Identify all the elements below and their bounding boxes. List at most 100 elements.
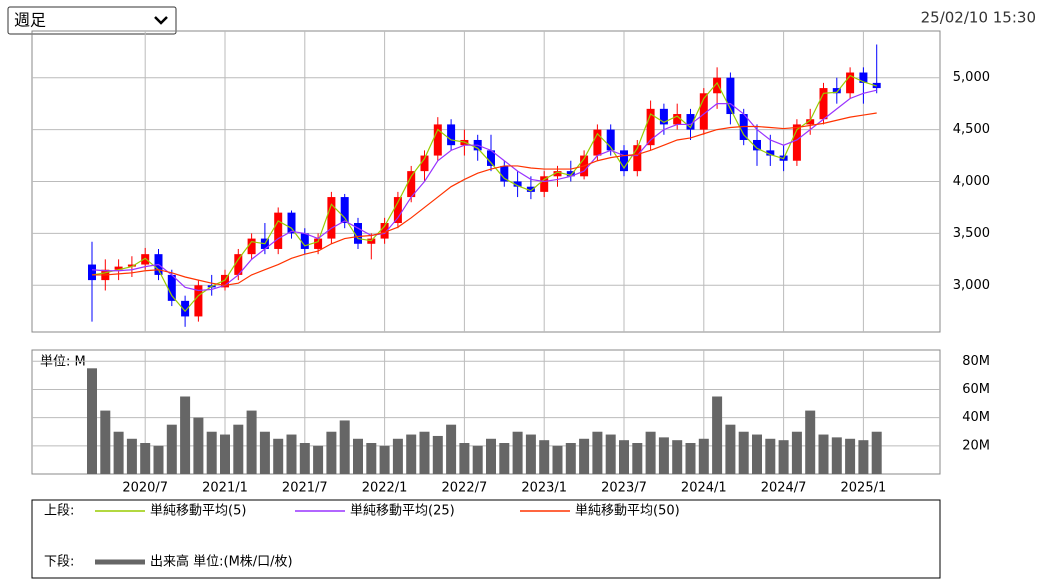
volume-bar	[539, 440, 550, 474]
volume-bar	[619, 440, 629, 474]
candle-body	[606, 129, 615, 151]
volume-bar	[499, 443, 510, 474]
legend-upper-label: 上段:	[44, 504, 74, 519]
volume-bar	[140, 443, 151, 474]
ma-line	[91, 89, 877, 292]
x-tick-label: 2022/7	[442, 481, 488, 496]
legend-box	[31, 499, 941, 579]
volume-bar	[166, 424, 177, 474]
volume-bar	[672, 440, 683, 474]
candle-body	[327, 197, 336, 239]
candle-body	[487, 150, 495, 166]
volume-bar	[419, 431, 430, 474]
candle-body	[221, 274, 229, 288]
volume-bar	[525, 434, 536, 474]
volume-bar	[605, 434, 616, 474]
candle-body	[553, 171, 562, 177]
x-tick-label: 2025/1	[841, 481, 887, 496]
volume-bar	[858, 440, 869, 474]
volume-bar	[552, 445, 563, 474]
volume-bar	[286, 434, 297, 474]
volume-bar	[406, 434, 417, 474]
candle-body	[127, 264, 136, 267]
volume-bar	[765, 438, 776, 474]
volume-bar	[738, 431, 749, 474]
candle-body	[340, 197, 349, 224]
y-tick-label: 4,500	[953, 122, 990, 137]
candle-body	[646, 108, 655, 146]
candle-body	[526, 186, 535, 192]
candle-body	[167, 274, 176, 301]
volume-bar	[446, 424, 457, 474]
period-select[interactable]	[7, 6, 177, 35]
candle-body	[194, 285, 203, 317]
volume-bar	[366, 443, 377, 474]
volume-bar	[712, 396, 723, 474]
volume-bar	[645, 431, 656, 474]
volume-bar	[778, 440, 789, 474]
candle-body	[713, 77, 722, 94]
volume-bar	[326, 431, 337, 474]
volume-bar	[658, 437, 669, 474]
volume-bar	[379, 445, 390, 474]
volume-bar	[153, 445, 164, 474]
x-tick-label: 2020/7	[122, 481, 168, 496]
candle-body	[832, 88, 841, 94]
candle-body	[620, 150, 628, 172]
candle-body	[633, 145, 642, 172]
volume-bar	[87, 368, 97, 474]
candle-body	[247, 238, 256, 255]
candle-body	[500, 165, 509, 182]
volume-bar	[486, 438, 496, 474]
candle-body	[846, 72, 855, 94]
candle-body	[141, 254, 150, 265]
volume-bar	[592, 431, 603, 474]
y-tick-label: 5,000	[953, 70, 990, 85]
period-select-label[interactable]: 週足	[14, 11, 46, 30]
volume-bar	[698, 438, 709, 474]
volume-bar	[579, 438, 590, 474]
volume-bar	[353, 438, 363, 474]
x-tick-label: 2024/1	[681, 481, 727, 496]
volume-bar	[100, 410, 111, 474]
candle-body	[407, 171, 416, 198]
y-tick-label: 60M	[962, 382, 990, 397]
ma-line	[92, 112, 877, 286]
volume-bar	[220, 434, 230, 474]
y-tick-label: 3,000	[953, 278, 990, 293]
candle-body	[792, 124, 801, 161]
timestamp: 25/02/10 15:30	[921, 9, 1036, 27]
candle-body	[806, 119, 815, 125]
volume-bar	[432, 435, 443, 474]
candle-body	[114, 266, 123, 270]
legend-label: 単純移動平均(50)	[575, 503, 680, 519]
candle-body	[380, 223, 389, 239]
volume-bar	[233, 424, 244, 474]
x-tick-label: 2023/7	[601, 481, 647, 496]
candle-body	[433, 124, 442, 156]
candle-body	[287, 212, 296, 234]
volume-bar	[472, 445, 483, 474]
y-tick-label: 3,500	[953, 226, 990, 241]
candle-body	[686, 114, 695, 130]
volume-bar	[246, 410, 257, 474]
volume-bar	[299, 443, 310, 474]
dropdown-chevron[interactable]	[154, 16, 168, 25]
volume-bar	[206, 431, 217, 474]
volume-bar	[845, 438, 856, 474]
volume-bar	[632, 443, 643, 474]
volume-bar	[193, 417, 204, 474]
candle-body	[314, 238, 323, 249]
legend-label: 単純移動平均(25)	[350, 503, 455, 519]
candle-body	[593, 129, 602, 156]
candle-body	[300, 233, 309, 249]
volume-bar	[565, 443, 576, 474]
legend-lower-label: 下段:	[44, 555, 74, 570]
candle-body	[513, 181, 522, 187]
ma-line	[91, 74, 877, 313]
volume-bar	[313, 445, 324, 474]
legend-label: 単純移動平均(5)	[150, 503, 246, 519]
candle-body	[88, 264, 96, 281]
